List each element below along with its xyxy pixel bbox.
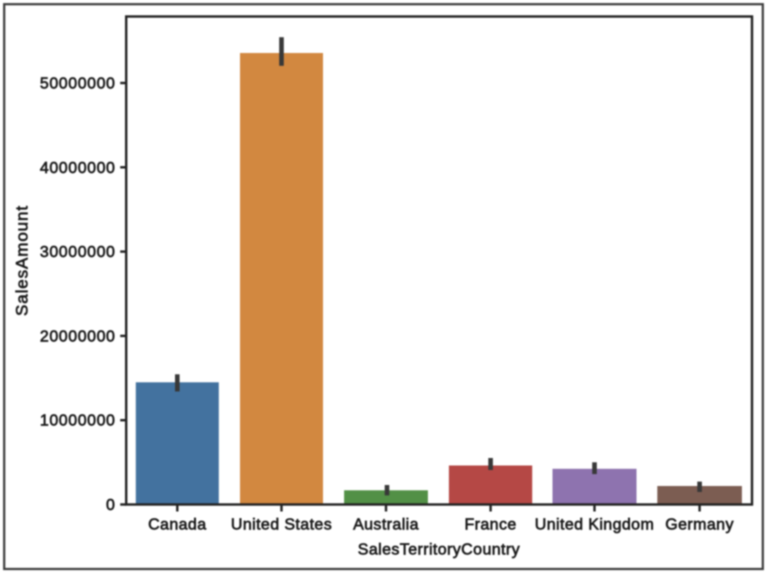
svg-text:Australia: Australia: [353, 517, 419, 534]
svg-text:0: 0: [106, 497, 115, 514]
svg-text:20000000: 20000000: [40, 328, 116, 345]
svg-text:10000000: 10000000: [40, 413, 116, 430]
svg-text:United States: United States: [231, 517, 332, 534]
svg-text:United Kingdom: United Kingdom: [535, 517, 654, 534]
svg-text:Germany: Germany: [665, 517, 734, 534]
svg-text:40000000: 40000000: [40, 160, 116, 177]
svg-text:France: France: [464, 517, 516, 534]
svg-text:SalesAmount: SalesAmount: [13, 205, 32, 316]
svg-text:30000000: 30000000: [40, 244, 116, 261]
svg-text:Canada: Canada: [148, 517, 206, 534]
svg-text:SalesTerritoryCountry: SalesTerritoryCountry: [358, 542, 520, 559]
svg-text:50000000: 50000000: [40, 76, 116, 93]
